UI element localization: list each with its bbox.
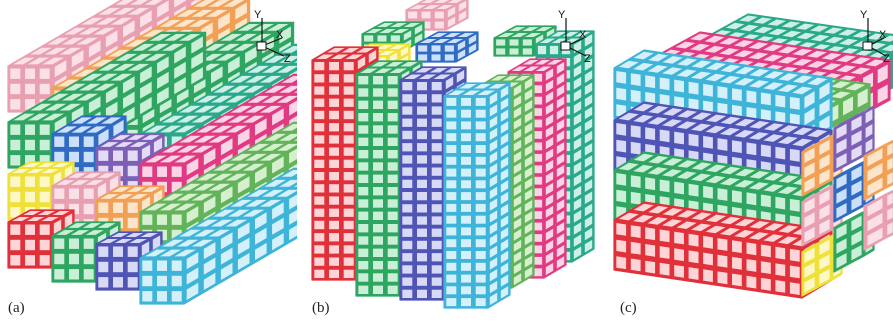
panel-a-axis-triad: Y X Z [254,9,291,65]
axis-y-label: Y [254,9,262,21]
col-blue-back [415,31,479,63]
side-orange-far [863,139,893,201]
rod-cyan [139,167,297,305]
panel-c-blocks [613,13,893,299]
panel-c-diagram: Y X Z [613,9,893,299]
axis-z-label: Z [883,53,890,65]
col-pink-back [405,0,469,31]
panel-b-caption: (b) [312,300,330,316]
side-pink-far [863,189,893,251]
panel-a-caption: (a) [8,300,25,316]
panel-b-axis-triad: Y X Z [558,9,591,65]
axis-z-label: Z [584,53,591,65]
panel-a-diagram: Y X Z [7,0,297,305]
panel-a: Y X Z (a) [0,0,297,324]
axis-y-label: Y [558,9,566,21]
axis-x-label: X [579,29,587,41]
side-purple [833,105,875,173]
panel-c-caption: (c) [620,300,637,316]
axis-y-label: Y [860,9,868,21]
panel-b-blocks [311,0,595,309]
bar-cyan [613,49,833,147]
axis-x-label: X [276,29,284,41]
panel-a-blocks [7,0,297,305]
axis-x-label: X [879,29,887,41]
col-cyan [443,82,511,309]
axis-z-label: Z [284,53,291,65]
panel-b-diagram: Y X Z [311,0,595,309]
panel-c-axis-triad: Y X Z [860,9,890,65]
panel-c: Y X Z (c) [596,0,893,324]
panel-b: Y X Z (b) [298,0,595,324]
